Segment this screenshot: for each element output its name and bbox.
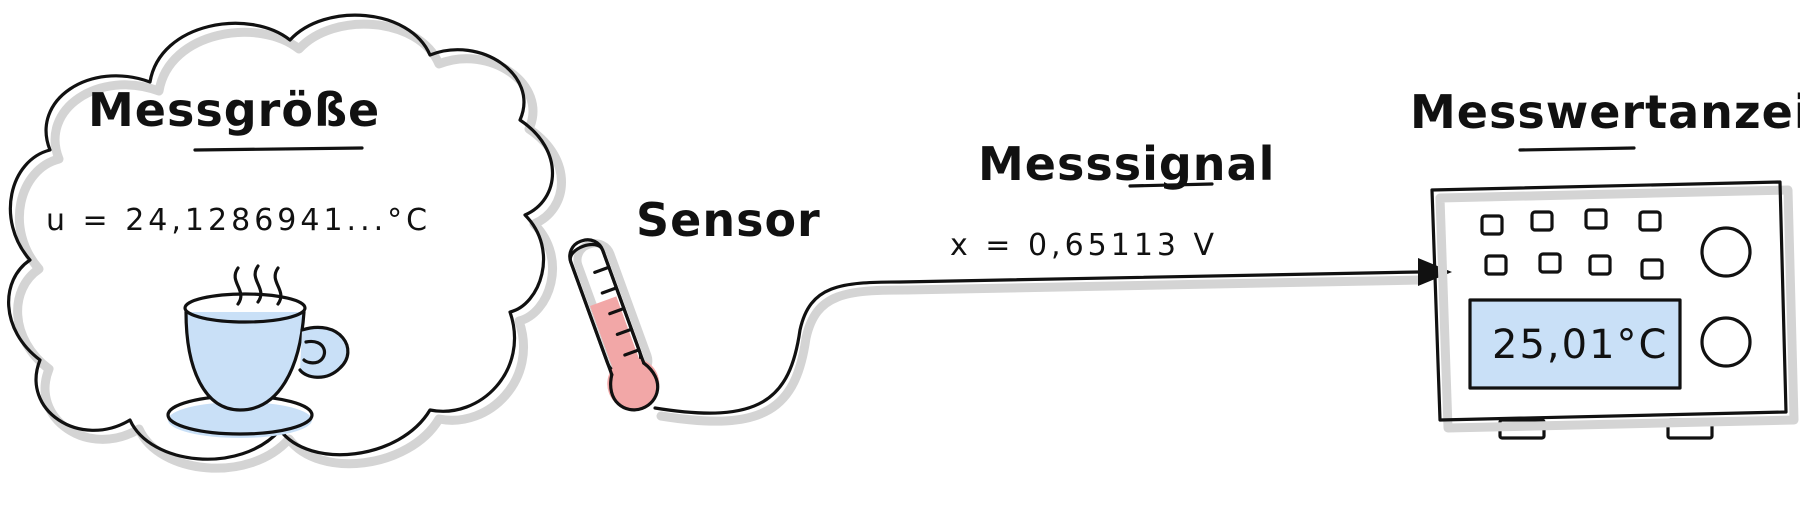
display-value: 25,01°C	[1492, 322, 1668, 368]
device-button	[1480, 214, 1504, 236]
signal-title-underline	[1128, 182, 1214, 188]
device-button	[1638, 210, 1662, 232]
device-button	[1588, 254, 1612, 276]
device-button	[1584, 208, 1608, 230]
device-button	[1530, 210, 1554, 232]
measuring-device-icon	[1430, 180, 1799, 440]
quantity-formula: u = 24,1286941...°C	[46, 203, 431, 238]
display-title-underline	[1518, 146, 1636, 152]
quantity-title-underline	[193, 146, 364, 152]
device-button	[1484, 254, 1508, 276]
steaming-cup-icon	[166, 264, 350, 438]
thermometer-icon	[568, 238, 660, 412]
device-screen	[1470, 300, 1680, 388]
device-button	[1640, 258, 1664, 280]
measured-quantity-cloud	[7, 13, 566, 473]
signal-cable	[653, 258, 1452, 426]
device-knob-bottom	[1700, 316, 1752, 368]
device-knob-top	[1700, 226, 1752, 278]
quantity-title: Messgröße	[88, 83, 380, 137]
device-body	[1430, 180, 1788, 422]
signal-formula: x = 0,65113 V	[950, 228, 1218, 263]
display-title: Messwertanzeige	[1410, 85, 1800, 139]
sensor-title: Sensor	[636, 193, 821, 247]
signal-title: Messsignal	[978, 137, 1275, 191]
device-button	[1538, 252, 1562, 274]
